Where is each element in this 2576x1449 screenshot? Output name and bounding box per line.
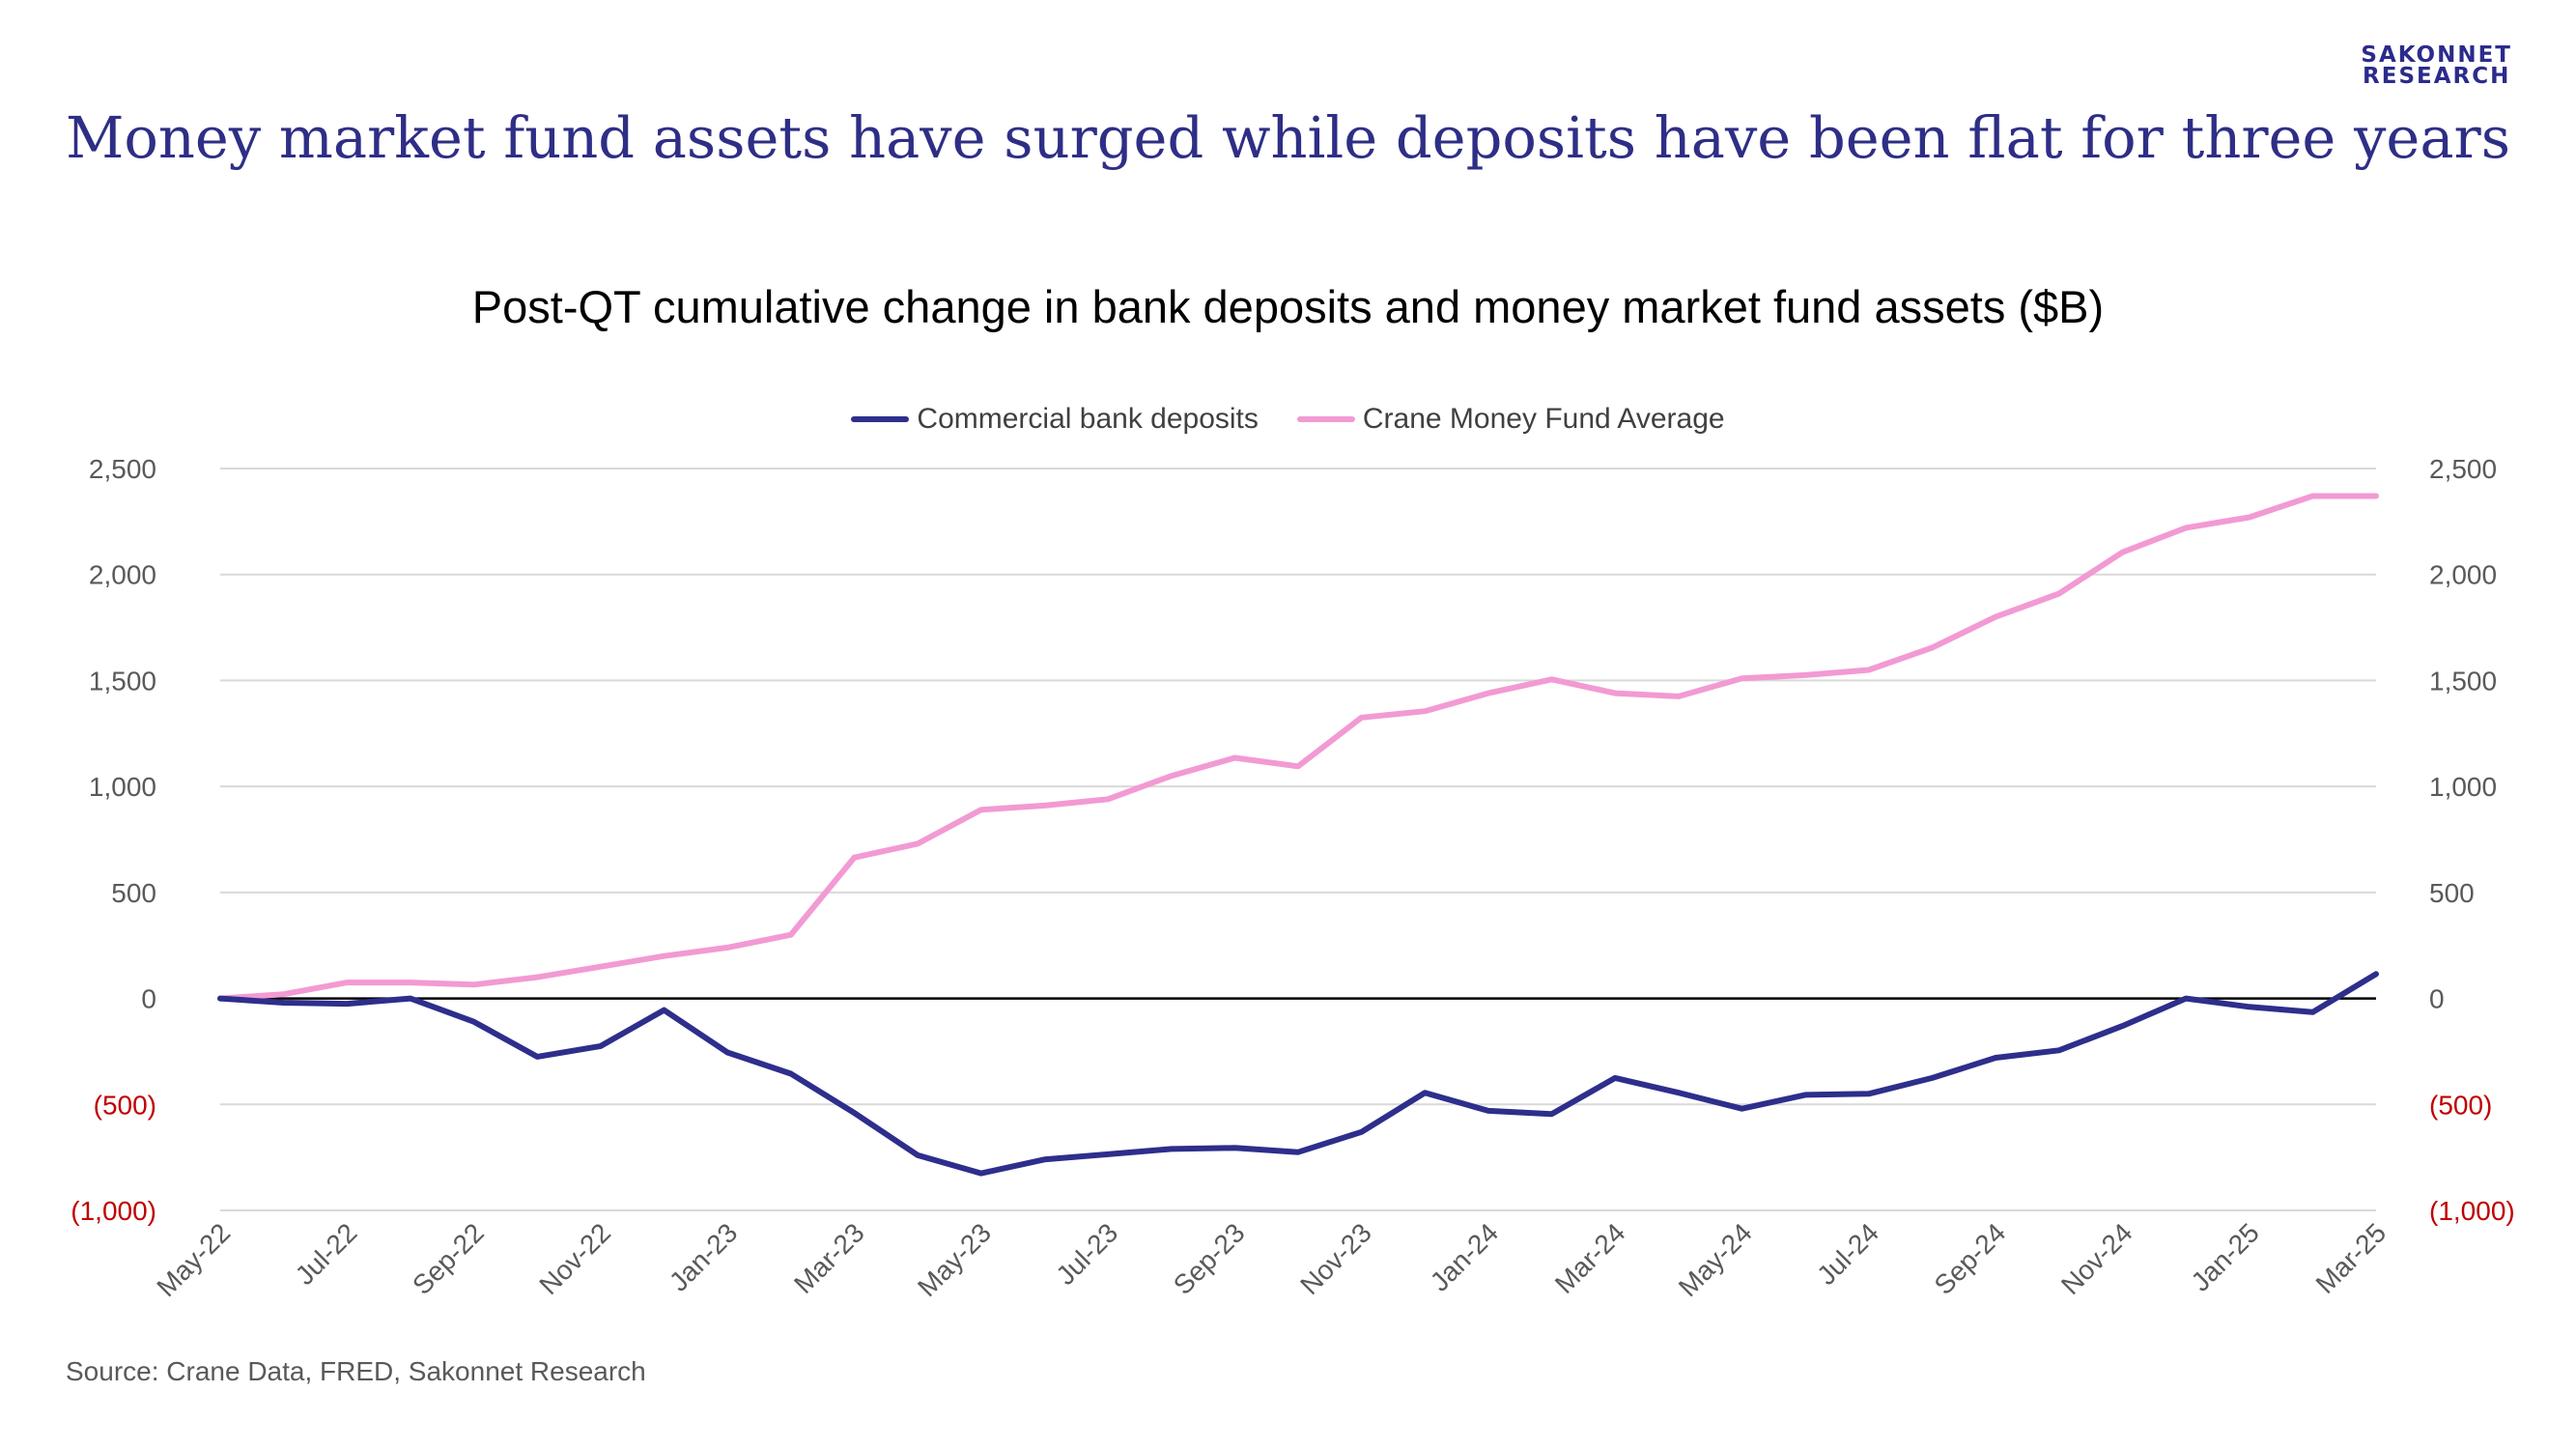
- x-tick-label: Mar-24: [1549, 1217, 1631, 1299]
- y-tick-label-right: 2,000: [2429, 560, 2497, 590]
- headline: Money market fund assets have surged whi…: [66, 104, 2511, 171]
- legend-label-crane: Crane Money Fund Average: [1362, 403, 1725, 435]
- chart-title: Post-QT cumulative change in bank deposi…: [471, 281, 2105, 332]
- x-tick-label: Jan-24: [1425, 1217, 1504, 1296]
- y-tick-label-left: 2,000: [89, 560, 156, 590]
- y-tick-label-right: (500): [2429, 1090, 2492, 1120]
- chart-legend: Commercial bank deposits Crane Money Fun…: [0, 403, 2576, 436]
- series-line-crane: [217, 493, 2379, 1002]
- brand-line-1: SAKONNET: [2361, 43, 2512, 68]
- x-tick-label: Jan-25: [2185, 1217, 2264, 1296]
- y-tick-label-right: 1,000: [2429, 772, 2497, 802]
- brand-logo: SAKONNET RESEARCH: [2361, 43, 2512, 89]
- x-tick-label: Nov-24: [2055, 1217, 2138, 1300]
- y-tick-label-right: 500: [2429, 878, 2475, 908]
- x-tick-label: Nov-22: [533, 1217, 616, 1300]
- y-tick-label-right: 1,500: [2429, 666, 2497, 696]
- legend-item-deposits: Commercial bank deposits: [851, 403, 1259, 436]
- y-tick-label-left: (1,000): [71, 1196, 156, 1226]
- x-tick-label: Mar-25: [2310, 1217, 2392, 1299]
- y-tick-label-left: 0: [141, 984, 156, 1014]
- y-tick-label-right: 0: [2429, 984, 2445, 1014]
- series-line-deposits: [217, 971, 2379, 1177]
- y-tick-label-right: 2,500: [2429, 454, 2497, 484]
- x-tick-label: May-22: [151, 1217, 236, 1302]
- x-tick-label: May-24: [1673, 1217, 1758, 1302]
- y-tick-label-left: 2,500: [89, 454, 156, 484]
- y-tick-label-left: 500: [111, 878, 156, 908]
- legend-swatch-deposits: [851, 416, 910, 422]
- x-tick-label: May-23: [912, 1217, 997, 1302]
- x-tick-label: Jul-24: [1811, 1217, 1884, 1291]
- x-tick-label: Jan-23: [664, 1217, 743, 1296]
- legend-swatch-crane: [1296, 416, 1355, 422]
- x-tick-label: Nov-23: [1294, 1217, 1377, 1300]
- x-tick-label: Sep-24: [1929, 1217, 2012, 1300]
- y-tick-label-left: (500): [94, 1090, 156, 1120]
- x-tick-label: Jul-22: [290, 1217, 363, 1291]
- legend-label-deposits: Commercial bank deposits: [917, 403, 1259, 435]
- x-tick-label: Sep-22: [407, 1217, 490, 1300]
- x-tick-label: Jul-23: [1050, 1217, 1123, 1291]
- y-tick-label-left: 1,000: [89, 772, 156, 802]
- source-note: Source: Crane Data, FRED, Sakonnet Resea…: [66, 1356, 646, 1386]
- x-tick-label: Mar-23: [788, 1217, 870, 1299]
- legend-item-crane: Crane Money Fund Average: [1296, 403, 1725, 436]
- y-tick-label-left: 1,500: [89, 666, 156, 696]
- x-tick-label: Sep-23: [1168, 1217, 1251, 1300]
- y-tick-label-right: (1,000): [2429, 1196, 2515, 1226]
- brand-line-2: RESEARCH: [2363, 64, 2511, 89]
